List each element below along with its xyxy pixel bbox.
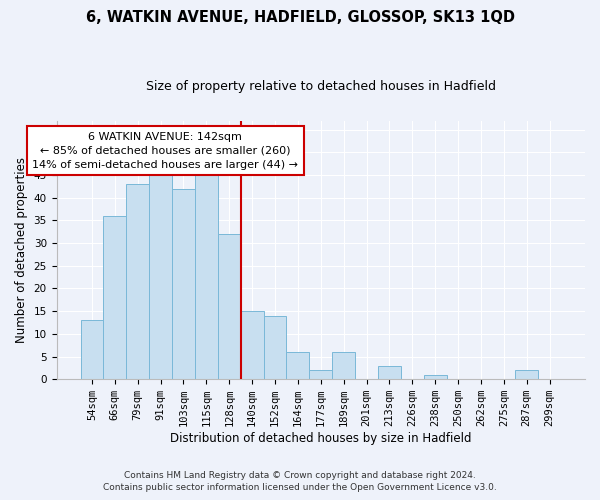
Bar <box>103 216 127 379</box>
Bar <box>80 320 103 379</box>
Bar <box>127 184 149 379</box>
Bar <box>149 170 172 379</box>
Bar <box>241 311 263 379</box>
Title: Size of property relative to detached houses in Hadfield: Size of property relative to detached ho… <box>146 80 496 93</box>
Text: 6, WATKIN AVENUE, HADFIELD, GLOSSOP, SK13 1QD: 6, WATKIN AVENUE, HADFIELD, GLOSSOP, SK1… <box>86 10 515 25</box>
Bar <box>286 352 310 379</box>
Bar <box>515 370 538 379</box>
Text: 6 WATKIN AVENUE: 142sqm
← 85% of detached houses are smaller (260)
14% of semi-d: 6 WATKIN AVENUE: 142sqm ← 85% of detache… <box>32 132 298 170</box>
Bar <box>263 316 286 379</box>
Bar <box>424 374 446 379</box>
Bar <box>378 366 401 379</box>
Bar <box>172 188 195 379</box>
Y-axis label: Number of detached properties: Number of detached properties <box>15 157 28 343</box>
Text: Contains HM Land Registry data © Crown copyright and database right 2024.
Contai: Contains HM Land Registry data © Crown c… <box>103 471 497 492</box>
Bar <box>195 175 218 379</box>
Bar <box>332 352 355 379</box>
Bar <box>310 370 332 379</box>
X-axis label: Distribution of detached houses by size in Hadfield: Distribution of detached houses by size … <box>170 432 472 445</box>
Bar <box>218 234 241 379</box>
